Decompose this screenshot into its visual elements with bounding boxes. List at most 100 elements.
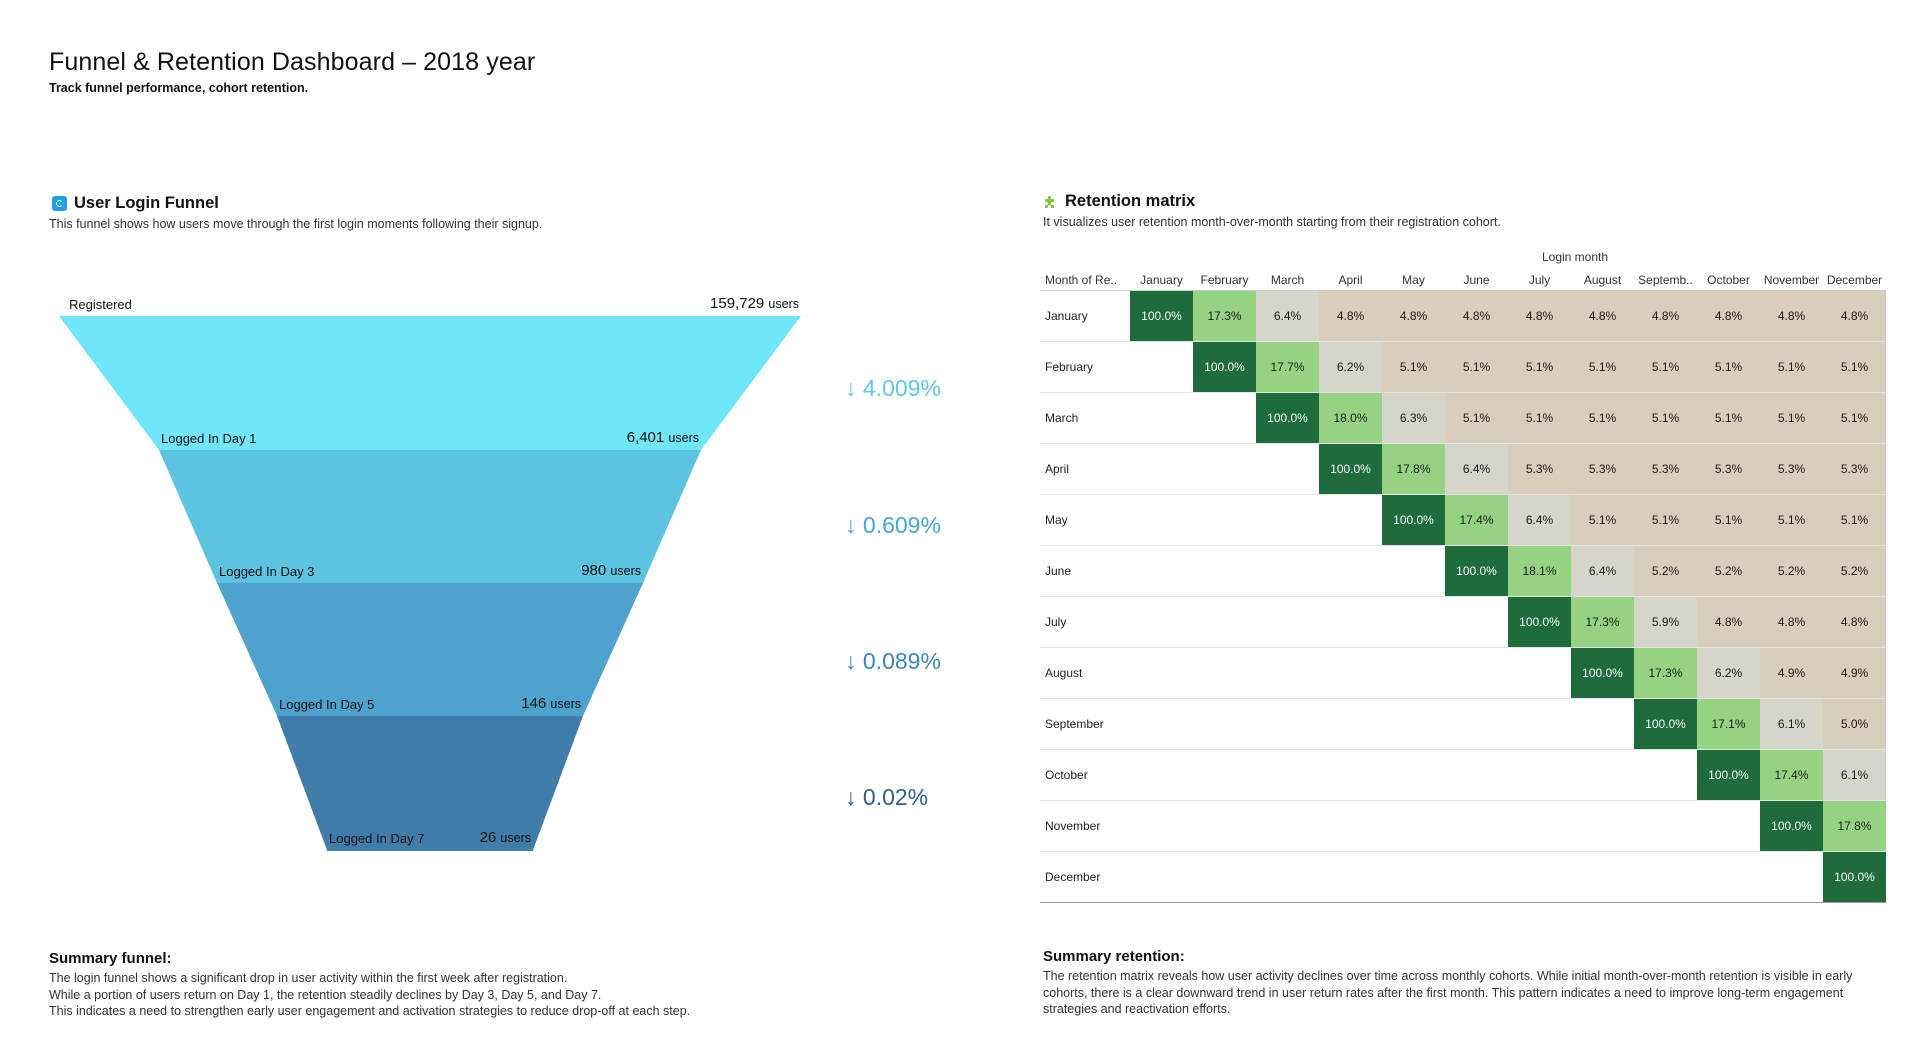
retention-cell	[1571, 851, 1634, 903]
retention-cell: 5.1%	[1823, 494, 1886, 546]
retention-cell: 100.0%	[1760, 800, 1823, 852]
row-label: July	[1040, 596, 1130, 648]
table-row: April 100.0% 17.8% 6.4% 5.3% 5.3% 5.3% 5.3% 5.3%…	[1040, 443, 1886, 495]
funnel-step-value: 26 users	[480, 829, 531, 846]
retention-cell: 4.8%	[1571, 290, 1634, 342]
retention-cell: 5.1%	[1823, 392, 1886, 444]
retention-cell: 17.3%	[1571, 596, 1634, 648]
retention-cell: 4.8%	[1697, 290, 1760, 342]
funnel-drop-rate: ↓ 4.009%	[845, 375, 941, 401]
retention-cell: 6.1%	[1760, 698, 1823, 750]
retention-cell	[1193, 494, 1256, 546]
retention-cell: 18.0%	[1319, 392, 1382, 444]
row-label: August	[1040, 647, 1130, 699]
column-header: August	[1571, 270, 1634, 291]
retention-cell	[1319, 851, 1382, 903]
funnel-drop-rate: ↓ 0.089%	[845, 648, 941, 674]
column-header: May	[1382, 270, 1445, 291]
retention-cell: 100.0%	[1508, 596, 1571, 648]
funnel-layer	[159, 450, 701, 583]
retention-cell: 6.4%	[1445, 443, 1508, 495]
column-group-label: Login month	[1541, 250, 1609, 264]
funnel-step-value: 980 users	[581, 562, 641, 579]
retention-cell: 5.3%	[1823, 443, 1886, 495]
retention-cell: 5.3%	[1571, 443, 1634, 495]
retention-cell: 6.4%	[1508, 494, 1571, 546]
retention-cell	[1508, 749, 1571, 801]
retention-cell	[1130, 494, 1193, 546]
column-header: February	[1193, 270, 1256, 291]
retention-cell: 4.8%	[1760, 596, 1823, 648]
retention-cell	[1130, 596, 1193, 648]
retention-cell: 100.0%	[1634, 698, 1697, 750]
retention-cell: 5.1%	[1634, 392, 1697, 444]
funnel-layer	[277, 716, 583, 850]
retention-cell: 100.0%	[1445, 545, 1508, 597]
retention-section-title: Retention matrix	[1042, 192, 1195, 211]
table-row: December 100.0%	[1040, 851, 1886, 903]
retention-cell	[1445, 800, 1508, 852]
retention-cell: 5.2%	[1823, 545, 1886, 597]
retention-table: Month of Re.. January February March April Ma…	[1040, 270, 1886, 903]
retention-cell	[1256, 494, 1319, 546]
retention-cell: 4.8%	[1508, 290, 1571, 342]
retention-cell: 5.3%	[1697, 443, 1760, 495]
column-header: October	[1697, 270, 1760, 291]
retention-cell	[1571, 698, 1634, 750]
funnel-step-value: 159,729 users	[710, 295, 799, 312]
retention-cell	[1445, 596, 1508, 648]
retention-cell: 4.8%	[1823, 290, 1886, 342]
retention-cell: 4.9%	[1823, 647, 1886, 699]
retention-cell	[1256, 800, 1319, 852]
row-label: September	[1040, 698, 1130, 750]
retention-cell: 5.3%	[1634, 443, 1697, 495]
retention-cell	[1130, 800, 1193, 852]
retention-cell: 6.3%	[1382, 392, 1445, 444]
retention-cell	[1319, 647, 1382, 699]
funnel-step-value: 6,401 users	[627, 429, 699, 446]
column-header: November	[1760, 270, 1823, 291]
retention-cell: 18.1%	[1508, 545, 1571, 597]
retention-cell	[1256, 851, 1319, 903]
retention-cell: 17.7%	[1256, 341, 1319, 393]
retention-cell: 17.3%	[1634, 647, 1697, 699]
column-header: July	[1508, 270, 1571, 291]
row-label: February	[1040, 341, 1130, 393]
retention-cell: 5.2%	[1760, 545, 1823, 597]
funnel-drop-rate: ↓ 0.02%	[845, 784, 929, 810]
retention-cell	[1130, 698, 1193, 750]
summary-funnel-line: This indicates a need to strengthen earl…	[49, 1004, 691, 1018]
retention-cell: 6.1%	[1823, 749, 1886, 801]
column-header: Septemb..	[1634, 270, 1697, 291]
retention-cell	[1256, 749, 1319, 801]
retention-cell: 100.0%	[1823, 851, 1886, 903]
row-label: May	[1040, 494, 1130, 546]
retention-cell	[1130, 443, 1193, 495]
retention-cell	[1256, 443, 1319, 495]
retention-cell: 5.1%	[1508, 341, 1571, 393]
table-row: February 100.0% 17.7% 6.2% 5.1% 5.1% 5.1% 5.1% 5…	[1040, 341, 1886, 393]
column-header: December	[1823, 270, 1886, 291]
retention-cell	[1382, 647, 1445, 699]
funnel-title: User Login Funnel	[74, 194, 219, 212]
retention-cell: 4.8%	[1760, 290, 1823, 342]
funnel-layer	[59, 316, 801, 450]
retention-cell	[1634, 851, 1697, 903]
retention-cell	[1193, 392, 1256, 444]
retention-cell: 100.0%	[1382, 494, 1445, 546]
retention-cell	[1193, 545, 1256, 597]
retention-cell	[1319, 698, 1382, 750]
summary-funnel-text: The login funnel shows a significant dro…	[49, 970, 809, 1020]
retention-cell: 17.4%	[1445, 494, 1508, 546]
retention-cell	[1445, 749, 1508, 801]
funnel-description: This funnel shows how users move through…	[49, 217, 543, 231]
summary-retention-text: The retention matrix reveals how user ac…	[1043, 969, 1853, 1016]
retention-cell	[1571, 749, 1634, 801]
retention-cell: 4.8%	[1382, 290, 1445, 342]
retention-cell	[1193, 698, 1256, 750]
retention-cell: 100.0%	[1571, 647, 1634, 699]
table-row: July 100.0% 17.3% 5.9% 4.8% 4.8% 4.8%	[1040, 596, 1886, 648]
retention-cell	[1697, 800, 1760, 852]
table-row: May 100.0% 17.4% 6.4% 5.1% 5.1% 5.1% 5.1% 5.1%	[1040, 494, 1886, 546]
retention-cell	[1256, 545, 1319, 597]
